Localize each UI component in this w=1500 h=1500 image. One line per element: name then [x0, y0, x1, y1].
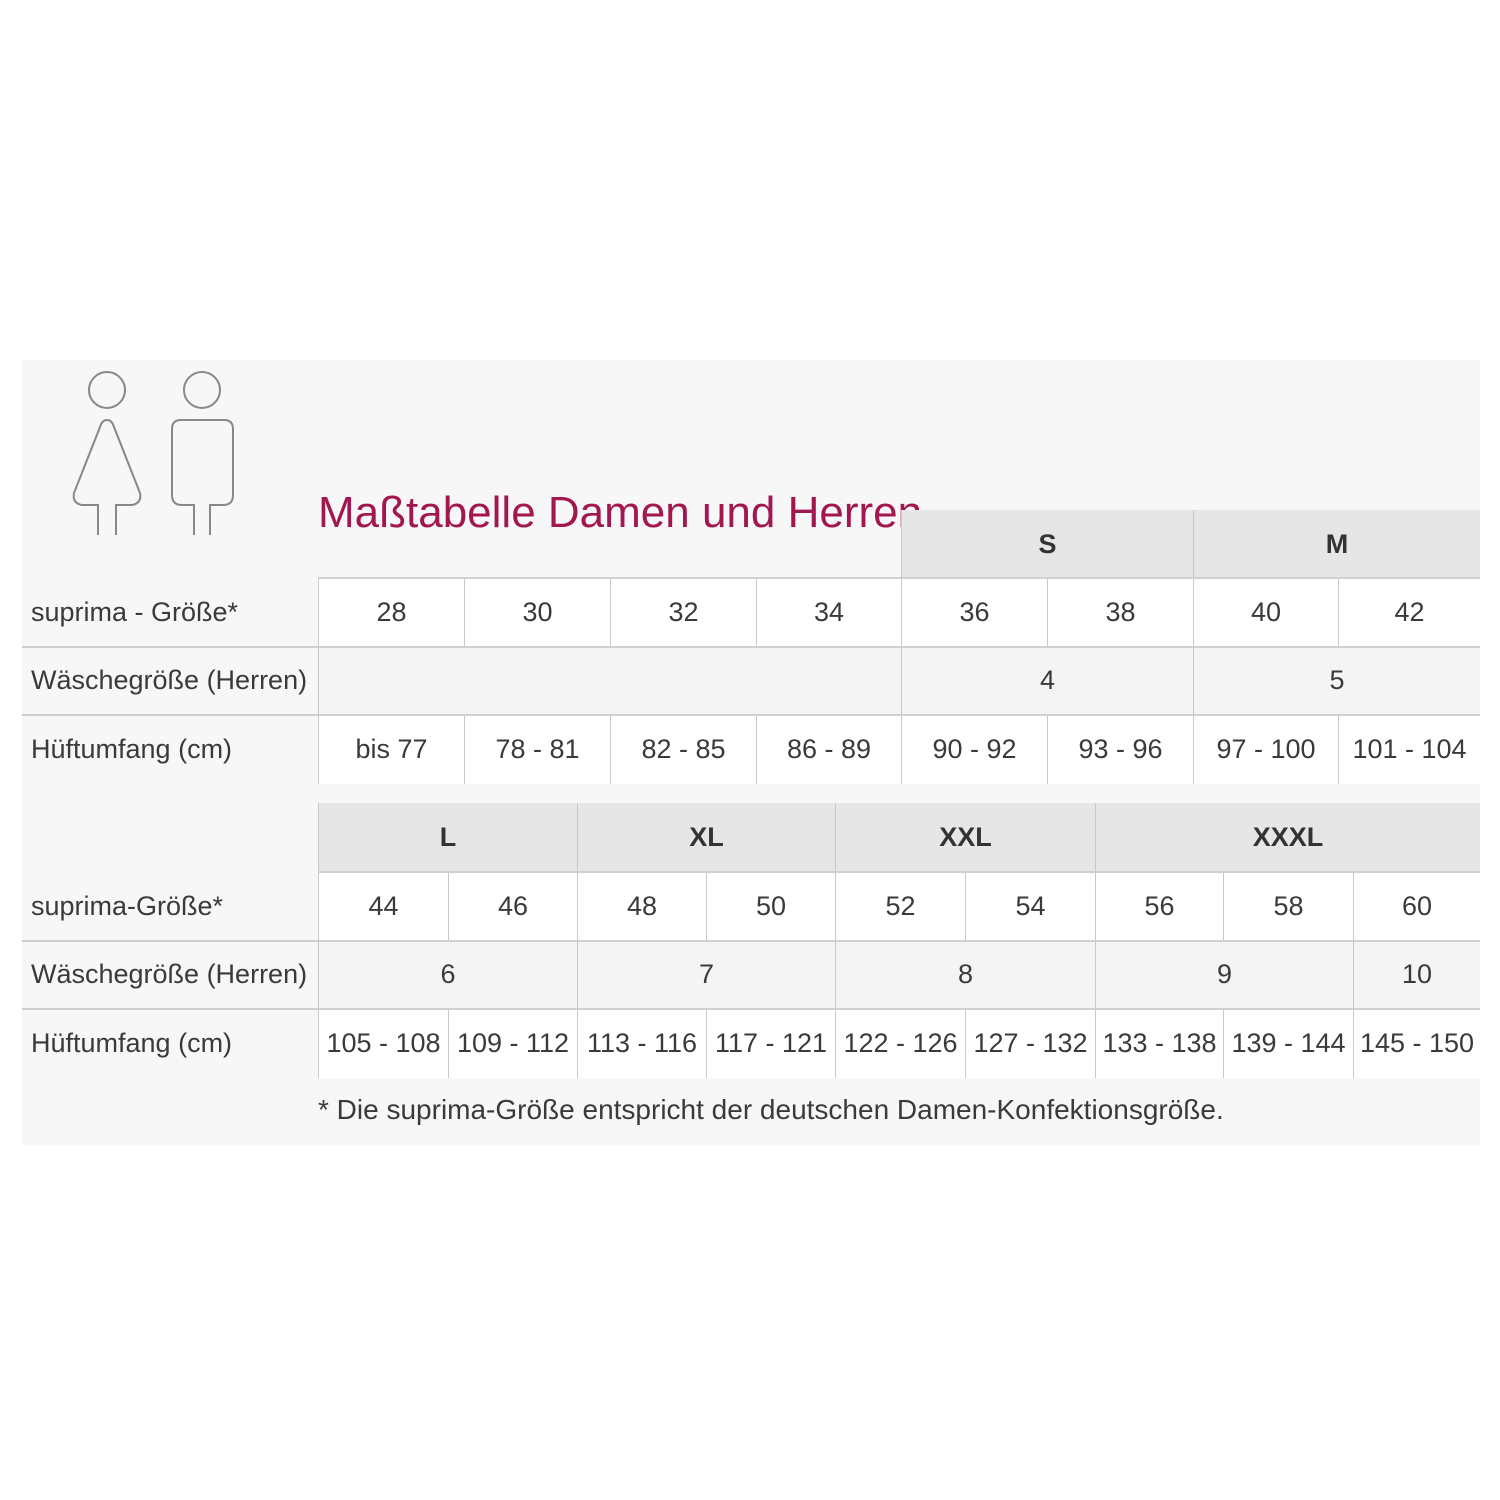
row-divider: [22, 939, 1480, 942]
row-divider: [22, 714, 1480, 716]
row-background: [318, 872, 1480, 941]
table-cell: 46: [448, 872, 577, 941]
table-cell: 117 - 121: [706, 1009, 835, 1078]
row-divider: [22, 1008, 1480, 1010]
row-background: [318, 1009, 1480, 1078]
size-group-header: L: [318, 803, 577, 872]
table-cell: bis 77: [318, 715, 464, 784]
size-group-header: M: [1193, 510, 1480, 578]
table-cell: 105 - 108: [318, 1009, 448, 1078]
table-cell: 42: [1338, 578, 1480, 647]
row-label: Hüftumfang (cm): [31, 733, 233, 764]
row-label: suprima - Größe*: [31, 596, 239, 627]
table-cell: 5: [1193, 646, 1480, 715]
table-cell: 60: [1353, 872, 1480, 941]
table-cell: 7: [577, 940, 835, 1009]
table-cell: 52: [835, 872, 965, 941]
table-cell: 4: [901, 646, 1193, 715]
table-cell: 54: [965, 872, 1095, 941]
table-cell: 90 - 92: [901, 715, 1047, 784]
table-cell: 10: [1353, 940, 1480, 1009]
row-background: [318, 940, 1480, 1009]
size-group-header: XXXL: [1095, 803, 1480, 872]
row-label: Wäschegröße (Herren): [31, 665, 308, 696]
table-cell: 9: [1095, 940, 1353, 1009]
table-cell: 122 - 126: [835, 1009, 965, 1078]
table-cell: 48: [577, 872, 706, 941]
size-group-header: XXL: [835, 803, 1095, 872]
size-group-header: XL: [577, 803, 835, 872]
row-background: [318, 578, 1480, 647]
table-cell: 86 - 89: [756, 715, 901, 784]
row-label: suprima-Größe*: [31, 890, 224, 921]
table-cell: 28: [318, 578, 464, 647]
table-cell: 32: [610, 578, 756, 647]
table-cell: 139 - 144: [1223, 1009, 1353, 1078]
man-icon: [171, 371, 234, 535]
table-cell: 82 - 85: [610, 715, 756, 784]
size-group-header: S: [901, 510, 1193, 578]
table-cell: 30: [464, 578, 610, 647]
row-divider: [22, 645, 1480, 648]
table-cell: 34: [756, 578, 901, 647]
table-cell: 78 - 81: [464, 715, 610, 784]
table-cell: 109 - 112: [448, 1009, 577, 1078]
table-cell: 127 - 132: [965, 1009, 1095, 1078]
table-cell: 93 - 96: [1047, 715, 1193, 784]
row-label: Hüftumfang (cm): [31, 1027, 233, 1058]
row-background: [318, 646, 1480, 715]
table-cell: 97 - 100: [1193, 715, 1338, 784]
table-cell: 40: [1193, 578, 1338, 647]
table-cell: 38: [1047, 578, 1193, 647]
header-divider: [318, 577, 1480, 579]
table-cell: [318, 646, 901, 715]
woman-man-icons: [72, 371, 234, 535]
row-background: [318, 715, 1480, 784]
footnote: * Die suprima-Größe entspricht der deuts…: [318, 1094, 1224, 1125]
table-cell: 50: [706, 872, 835, 941]
table-cell: 6: [318, 940, 577, 1009]
table-cell: 8: [835, 940, 1095, 1009]
header-divider: [318, 871, 1480, 873]
table-cell: 44: [318, 872, 448, 941]
page-title: Maßtabelle Damen und Herren: [318, 488, 923, 537]
table-cell: 133 - 138: [1095, 1009, 1223, 1078]
row-label: Wäschegröße (Herren): [31, 959, 308, 990]
table-cell: 145 - 150: [1353, 1009, 1480, 1078]
woman-icon: [72, 371, 142, 535]
table-cell: 101 - 104: [1338, 715, 1480, 784]
table-cell: 56: [1095, 872, 1223, 941]
table-cell: 36: [901, 578, 1047, 647]
table-cell: 113 - 116: [577, 1009, 706, 1078]
table-cell: 58: [1223, 872, 1353, 941]
